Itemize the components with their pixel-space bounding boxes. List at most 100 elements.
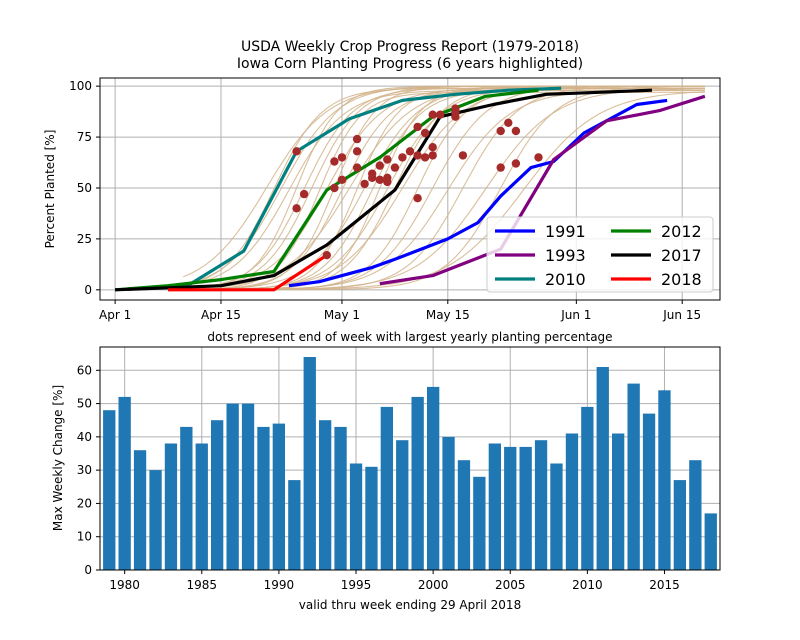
top-x-tick-label: May 15	[426, 308, 470, 322]
top-axis-ticks: Apr 1 Apr 15 May 1 May 15 Jun 1 Jun 15 0 25 50 75…	[69, 79, 701, 322]
max-week-dot	[428, 143, 437, 152]
max-week-dot	[375, 175, 384, 184]
top-y-tick-label: 50	[77, 181, 92, 195]
bars	[103, 357, 717, 570]
max-week-dot	[330, 157, 339, 166]
max-week-dot	[337, 175, 347, 184]
max-weekly-change-chart: 1980 1985 1990 1995 2000 2005 2010 2015 0 10 20 30 4…	[51, 346, 721, 612]
bar-2006	[519, 446, 532, 570]
legend-label: 2012	[661, 222, 702, 241]
max-week-dot	[511, 159, 521, 168]
bar-1979	[103, 410, 116, 570]
figure-title-line2: Iowa Corn Planting Progress (6 years hig…	[237, 56, 583, 72]
series-line-1993	[379, 94, 706, 286]
legend-label: 1993	[545, 246, 586, 265]
top-plot-frame	[99, 77, 721, 301]
legend-label: 1991	[545, 222, 586, 241]
max-week-dot	[496, 126, 505, 136]
bar-2009	[565, 433, 579, 570]
bottom-y-tick-label: 10	[77, 530, 92, 544]
bar-1996	[365, 466, 378, 570]
max-week-dot	[413, 122, 422, 132]
top-x-tick-label: Jun 15	[662, 308, 701, 322]
top-y-tick-label: 0	[84, 283, 92, 297]
max-week-dot	[352, 163, 362, 172]
bottom-xlabel: valid thru week ending 29 April 2018	[299, 598, 521, 612]
bottom-x-tick-label: 2010	[572, 578, 603, 592]
bar-2011	[596, 367, 609, 570]
top-y-tick-label: 100	[69, 79, 92, 93]
max-week-dot	[504, 118, 513, 128]
bar-2013	[627, 383, 640, 570]
max-week-dot	[330, 183, 339, 193]
bar-2002	[457, 460, 471, 570]
legend-label: 2017	[661, 246, 702, 265]
max-week-dot	[383, 155, 392, 164]
bar-1997	[380, 406, 393, 570]
bar-1980	[118, 396, 131, 570]
series-line-2012	[114, 88, 539, 292]
bottom-y-tick-label: 20	[77, 496, 92, 510]
planting-progress-chart: Apr 1 Apr 15 May 1 May 15 Jun 1 Jun 15 0 25 50 75…	[43, 77, 721, 344]
bottom-ylabel: Max Weekly Change [%]	[51, 385, 65, 531]
bar-1986	[211, 420, 224, 570]
max-week-dot	[496, 163, 505, 172]
bar-2014	[642, 413, 656, 570]
bottom-grid	[100, 347, 720, 571]
max-week-dot	[428, 110, 437, 119]
top-x-tick-label: Apr 15	[201, 308, 241, 322]
bar-1999	[411, 396, 424, 570]
max-week-dot	[451, 108, 460, 117]
top-y-tick-label: 25	[77, 232, 92, 246]
bar-2000	[427, 386, 440, 570]
bar-2007	[534, 440, 548, 570]
bar-1984	[180, 426, 193, 570]
bottom-x-tick-label: 1985	[187, 578, 218, 592]
max-week-dot	[413, 194, 422, 203]
legend-label: 2018	[661, 270, 702, 289]
bar-1983	[164, 443, 178, 570]
max-week-dot	[368, 169, 377, 178]
figure-title-line1: USDA Weekly Crop Progress Report (1979-2…	[241, 39, 579, 55]
bar-1988	[241, 403, 255, 570]
max-week-dot	[352, 147, 362, 156]
max-week-dot	[420, 153, 430, 162]
bar-1993	[319, 420, 332, 570]
bottom-y-tick-label: 40	[77, 430, 92, 444]
bar-1992	[303, 357, 316, 570]
bottom-x-tick-label: 2015	[649, 578, 680, 592]
bottom-x-tick-label: 1995	[341, 578, 372, 592]
bottom-x-tick-label: 1980	[109, 578, 140, 592]
top-y-tick-label: 75	[77, 130, 92, 144]
max-week-dot	[352, 134, 362, 144]
bar-1995	[349, 463, 363, 570]
top-x-tick-label: May 1	[324, 308, 360, 322]
max-week-dot	[383, 177, 392, 187]
top-x-tick-label: Apr 1	[99, 308, 131, 322]
bar-1994	[334, 426, 347, 570]
legend-box	[486, 216, 714, 293]
max-week-dot	[292, 204, 301, 213]
max-week-dot	[398, 153, 407, 162]
bar-1987	[226, 403, 239, 570]
bottom-y-tick-label: 0	[84, 563, 92, 577]
bar-1990	[272, 423, 285, 570]
max-week-dot	[337, 153, 347, 162]
top-x-tick-label: Jun 1	[560, 308, 591, 322]
max-week-dot	[292, 147, 301, 156]
max-week-dot	[534, 153, 543, 162]
max-week-dot	[390, 163, 400, 172]
bar-1998	[396, 440, 409, 570]
bottom-y-tick-label: 60	[77, 363, 92, 377]
max-week-dot	[299, 189, 309, 199]
bottom-plot-frame	[99, 346, 721, 571]
bar-2001	[442, 436, 455, 570]
bar-2016	[673, 480, 686, 570]
bar-2003	[473, 476, 486, 570]
bottom-y-tick-label: 50	[77, 397, 92, 411]
highlighted-series-lines	[114, 86, 706, 292]
max-week-dot	[322, 251, 331, 260]
series-line-2018	[168, 253, 328, 292]
bottom-x-tick-label: 2005	[495, 578, 526, 592]
